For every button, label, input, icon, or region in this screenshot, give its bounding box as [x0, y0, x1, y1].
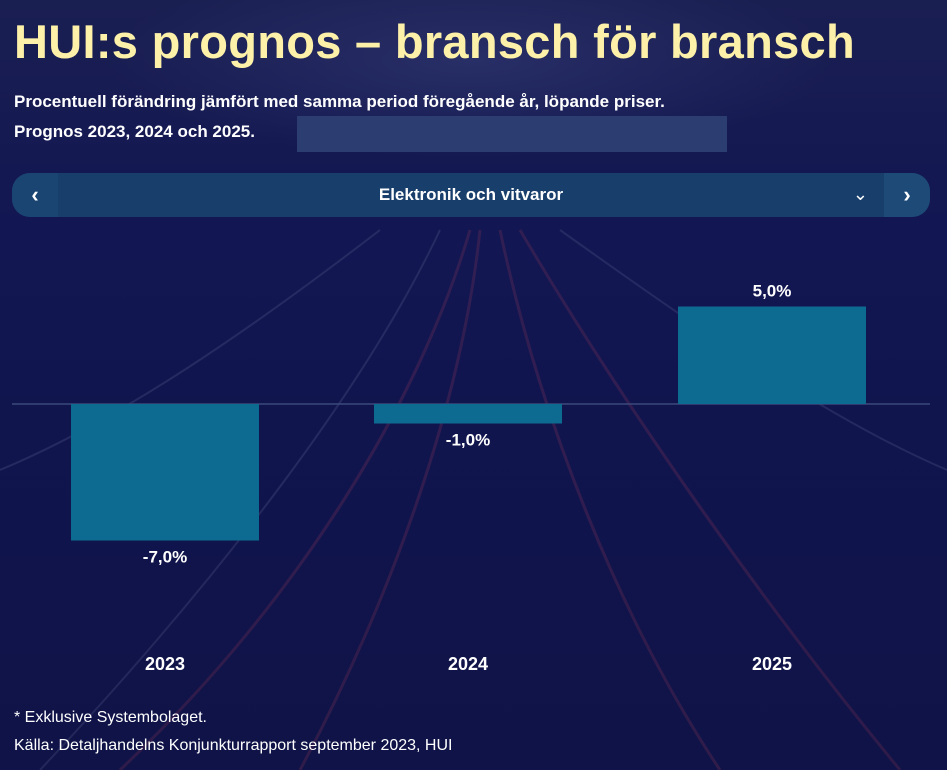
category-selector[interactable]: ‹ Elektronik och vitvaror ⌄ ›: [12, 173, 930, 217]
subtitle-line-1: Procentuell förändring jämfört med samma…: [14, 92, 665, 111]
category-label-2023: 2023: [145, 654, 185, 674]
chevron-left-icon[interactable]: ‹: [12, 173, 58, 217]
bar-2024[interactable]: [374, 404, 562, 424]
subtitle-line-2: Prognos 2023, 2024 och 2025.: [14, 122, 255, 141]
data-label-2023: -7,0%: [143, 548, 187, 567]
bar-chart: -7,0% 2023 -1,0% 2024 5,0% 2025: [12, 282, 930, 674]
bar-2023[interactable]: [71, 404, 259, 541]
category-dropdown[interactable]: Elektronik och vitvaror ⌄: [58, 173, 884, 217]
source-note: Källa: Detaljhandelns Konjunkturrapport …: [14, 737, 453, 754]
data-label-2024: -1,0%: [446, 431, 490, 450]
footnote: * Exklusive Systembolaget.: [14, 709, 207, 726]
page-title: HUI:s prognos – bransch för bransch: [14, 15, 855, 68]
redaction-box: [297, 116, 727, 152]
chevron-right-icon[interactable]: ›: [884, 173, 930, 217]
selected-category-label: Elektronik och vitvaror: [378, 185, 564, 204]
category-label-2025: 2025: [752, 654, 792, 674]
chevron-down-icon: ⌄: [852, 184, 868, 204]
data-label-2025: 5,0%: [753, 282, 792, 301]
category-label-2024: 2024: [448, 654, 488, 674]
bar-2025[interactable]: [678, 306, 866, 405]
